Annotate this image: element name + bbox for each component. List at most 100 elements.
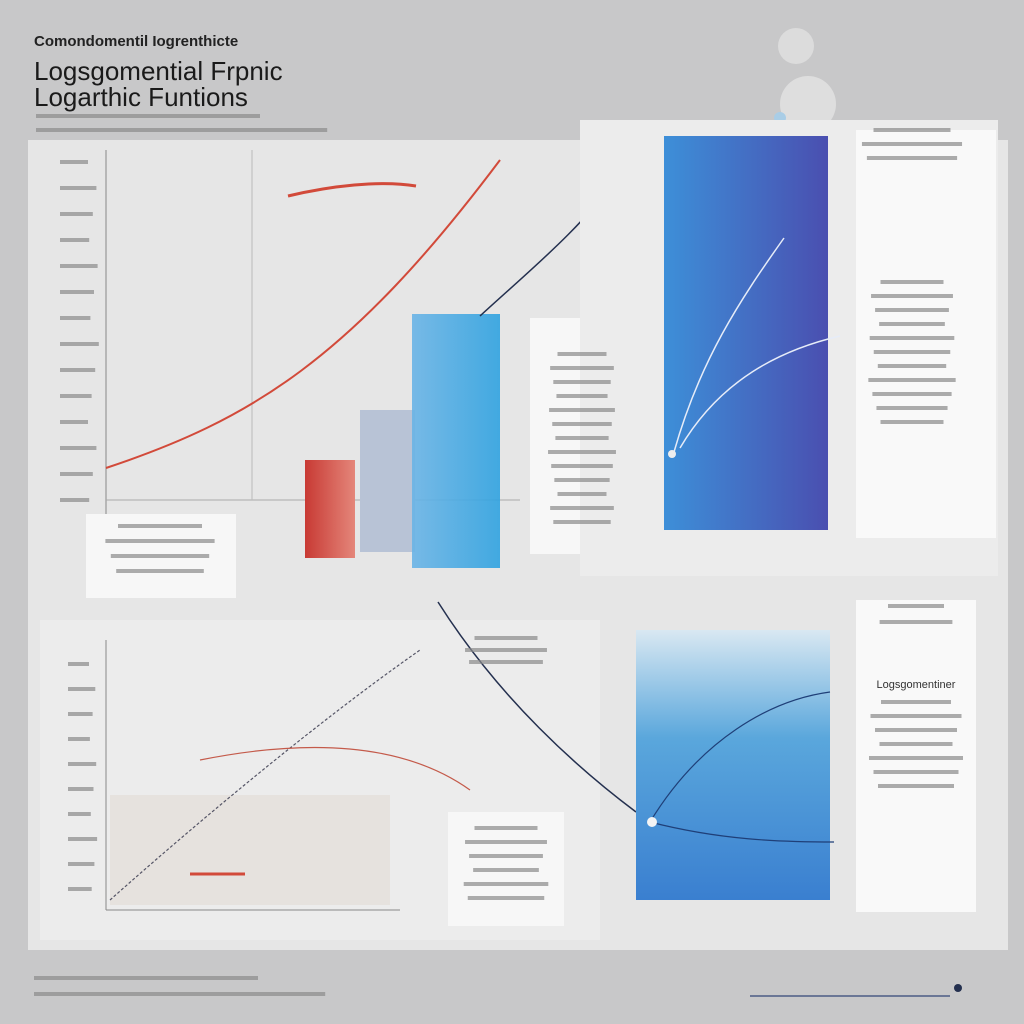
decor-dot [954, 984, 962, 992]
illegible-text [68, 662, 89, 666]
illegible-text [876, 406, 948, 410]
illegible-text [875, 728, 957, 732]
illegible-text [36, 128, 328, 132]
illegible-text [34, 992, 326, 996]
curve [109, 649, 421, 901]
illegible-text [552, 422, 612, 426]
illegible-text [870, 714, 962, 718]
illegible-text [868, 378, 956, 382]
illegible-text [861, 142, 963, 146]
illegible-text [463, 882, 549, 886]
illegible-text [68, 812, 91, 816]
illegible-text [118, 524, 202, 528]
decor-bubble [778, 28, 814, 64]
illegible-text [869, 336, 955, 340]
illegible-text [68, 837, 98, 841]
illegible-text [881, 700, 951, 704]
decor-bubble [780, 76, 836, 132]
illegible-text [548, 450, 616, 454]
bar-block [664, 136, 828, 530]
illegible-text [880, 420, 944, 424]
illegible-text [60, 264, 98, 268]
illegible-text [551, 464, 613, 468]
curve [679, 335, 841, 449]
illegible-text [879, 742, 953, 746]
illegible-text [465, 840, 547, 844]
point [647, 817, 657, 827]
illegible-text [879, 620, 953, 624]
illegible-text [36, 114, 260, 118]
illegible-text [60, 368, 96, 372]
illegible-text [60, 186, 97, 190]
illegible-text [116, 569, 204, 573]
illegible-text [879, 322, 945, 326]
curve [649, 821, 835, 843]
bottom-left-chart [40, 601, 637, 940]
bar [305, 460, 355, 558]
illegible-text [557, 352, 607, 356]
illegible-text [34, 976, 258, 980]
illegible-text [474, 826, 538, 830]
shaded-region [110, 795, 390, 905]
illegible-text [110, 554, 210, 558]
bar-block [636, 630, 830, 900]
curve [437, 601, 637, 813]
bar [412, 314, 500, 568]
illegible-text [60, 394, 92, 398]
illegible-text [877, 364, 947, 368]
illegible-text [469, 854, 543, 858]
kicker: Comondomentil Iogrenthicte [34, 33, 238, 50]
bar [360, 410, 415, 552]
illegible-text [60, 212, 93, 216]
illegible-text [60, 316, 91, 320]
title: Logsgomential Frpnic [34, 56, 283, 86]
illegible-text [878, 784, 954, 788]
illegible-text [550, 506, 614, 510]
illegible-text [60, 342, 99, 346]
illegible-text [68, 862, 95, 866]
illegible-text [68, 687, 96, 691]
illegible-text [465, 648, 547, 652]
illegible-text [60, 238, 90, 242]
illegible-text [550, 366, 614, 370]
note-box [856, 130, 996, 538]
illegible-text [880, 280, 944, 284]
illegible-text [875, 308, 949, 312]
curve [199, 746, 471, 791]
illegible-text [60, 160, 88, 164]
curve [105, 159, 501, 469]
illegible-text [871, 294, 953, 298]
illegible-text [872, 392, 952, 396]
illegible-text [60, 472, 93, 476]
illegible-text [60, 446, 97, 450]
curve-label [287, 182, 417, 198]
illegible-text [469, 660, 543, 664]
illegible-text [473, 868, 539, 872]
illegible-text [866, 156, 958, 160]
illegible-text [557, 492, 607, 496]
curve [649, 691, 831, 823]
illegible-text [553, 380, 611, 384]
illegible-text [888, 604, 944, 608]
illegible-text [68, 787, 94, 791]
illegible-text [68, 737, 90, 741]
illegible-text [467, 896, 545, 900]
illegible-text [474, 636, 538, 640]
illegible-text [68, 712, 93, 716]
illegible-text [873, 128, 951, 132]
illegible-text [68, 762, 97, 766]
illegible-text [555, 436, 609, 440]
illegible-text [556, 394, 608, 398]
curve [673, 237, 785, 453]
panel-caption: Logsgomentiner [877, 679, 956, 691]
illegible-text [549, 408, 615, 412]
illegible-text [60, 420, 88, 424]
title: Logarthic Funtions [34, 82, 248, 112]
illegible-text [68, 887, 92, 891]
illegible-text [553, 520, 611, 524]
illegible-text [554, 478, 610, 482]
illegible-text [60, 498, 90, 502]
top-right-panel [580, 120, 998, 576]
